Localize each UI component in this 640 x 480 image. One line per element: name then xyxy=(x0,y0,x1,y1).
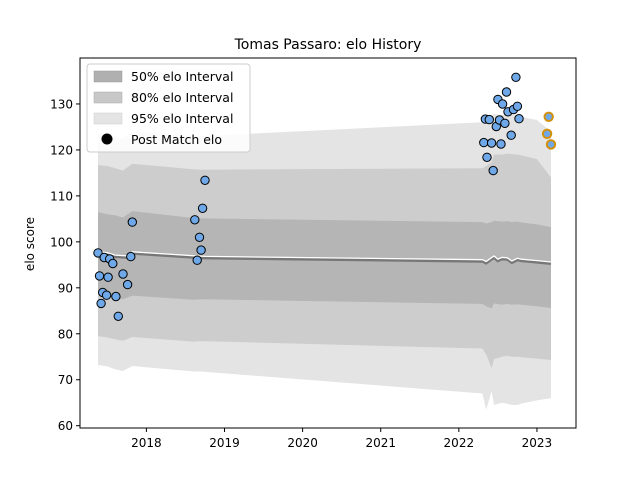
confidence-bands xyxy=(98,114,551,410)
y-tick-label-1: 70 xyxy=(58,373,73,387)
post-match-point-2 xyxy=(96,298,106,309)
post-match-point-15 xyxy=(190,215,200,225)
recent-match-points xyxy=(541,111,557,150)
post-match-point-37 xyxy=(511,72,521,83)
y-tick-label-4: 100 xyxy=(50,235,73,249)
post-match-points xyxy=(93,72,524,321)
y-axis-label: elo score xyxy=(23,217,37,271)
post-match-point-26 xyxy=(488,165,498,176)
post-match-point-13 xyxy=(126,251,136,262)
legend-swatch-95 xyxy=(93,112,123,125)
post-match-point-31 xyxy=(497,99,508,109)
post-match-point-38 xyxy=(512,101,523,112)
y-tick-label-7: 130 xyxy=(50,97,73,111)
post-match-point-35 xyxy=(506,130,516,140)
post-match-point-1 xyxy=(94,271,105,281)
y-tick-label-0: 60 xyxy=(58,419,73,433)
chart-title: Tomas Passaro: elo History xyxy=(234,37,422,53)
post-match-point-16 xyxy=(192,255,202,265)
post-match-point-39 xyxy=(514,114,524,124)
post-match-point-25 xyxy=(486,138,497,148)
post-match-point-9 xyxy=(111,291,121,302)
post-match-point-30 xyxy=(496,139,506,149)
legend-label-post-match: Post Match elo xyxy=(131,132,222,147)
legend-swatch-80 xyxy=(93,91,123,104)
x-tick-label-4: 2022 xyxy=(444,436,475,450)
x-tick-label-2: 2020 xyxy=(287,436,318,450)
recent-match-point-2 xyxy=(545,139,557,150)
plot-area xyxy=(93,72,557,410)
x-tick-label-5: 2023 xyxy=(522,436,553,450)
y-tick-label-3: 90 xyxy=(58,281,73,295)
post-match-point-8 xyxy=(108,258,118,269)
y-tick-label-5: 110 xyxy=(50,189,73,203)
y-axis: 60 70 80 90 100 110 120 130 xyxy=(50,97,80,433)
y-tick-label-2: 80 xyxy=(58,327,73,341)
x-tick-label-1: 2019 xyxy=(209,436,240,450)
post-match-point-5 xyxy=(101,290,112,300)
post-match-point-18 xyxy=(196,245,206,255)
legend-box xyxy=(86,63,251,153)
post-match-point-24 xyxy=(484,114,494,125)
x-axis: 2018 2019 2020 2021 2022 2023 xyxy=(131,428,552,450)
legend-marker-post-match xyxy=(101,133,113,145)
legend-swatch-50 xyxy=(93,70,123,83)
legend-label-95: 95% elo Interval xyxy=(131,111,233,126)
post-match-point-20 xyxy=(200,175,210,186)
legend-label-50: 50% elo Interval xyxy=(131,69,233,84)
post-match-point-12 xyxy=(122,279,133,290)
recent-match-point-1 xyxy=(541,128,553,140)
post-match-point-11 xyxy=(118,269,128,279)
post-match-point-21 xyxy=(479,137,489,148)
legend-label-80: 80% elo Interval xyxy=(131,90,233,105)
y-tick-label-6: 120 xyxy=(50,143,73,157)
post-match-point-6 xyxy=(103,272,113,282)
post-match-point-32 xyxy=(500,118,510,129)
post-match-point-33 xyxy=(501,87,512,97)
post-match-point-23 xyxy=(482,152,492,163)
x-tick-label-3: 2021 xyxy=(365,436,396,450)
legend: 50% elo Interval 80% elo Interval 95% el… xyxy=(86,63,251,153)
post-match-point-19 xyxy=(197,203,208,214)
recent-match-point-0 xyxy=(543,111,554,123)
post-match-point-17 xyxy=(194,232,205,243)
post-match-point-0 xyxy=(93,248,103,258)
x-tick-label-0: 2018 xyxy=(131,436,162,450)
post-match-point-14 xyxy=(127,217,138,227)
post-match-point-10 xyxy=(113,311,124,321)
plot-frame xyxy=(79,57,577,429)
